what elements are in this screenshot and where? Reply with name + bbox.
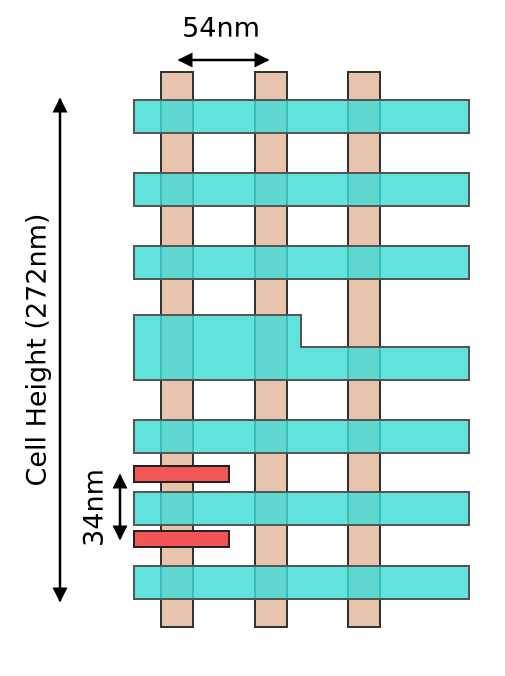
cut [133, 530, 230, 548]
pitch-label: 54nm [182, 13, 260, 44]
height-label: Cell Height (272nm) [22, 214, 53, 487]
metal-track [133, 491, 470, 526]
cut [133, 465, 230, 483]
metal-track [133, 99, 470, 134]
spacing-label: 34nm [79, 469, 110, 547]
metal-track [133, 565, 470, 600]
metal-track [133, 314, 470, 381]
metal-track [133, 245, 470, 280]
metal-tracks [133, 99, 470, 600]
metal-track [133, 172, 470, 207]
metal-track [133, 419, 470, 454]
cuts [133, 465, 230, 548]
